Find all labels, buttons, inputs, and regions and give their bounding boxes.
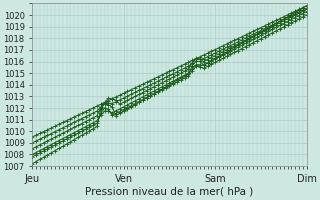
X-axis label: Pression niveau de la mer( hPa ): Pression niveau de la mer( hPa ): [85, 187, 253, 197]
